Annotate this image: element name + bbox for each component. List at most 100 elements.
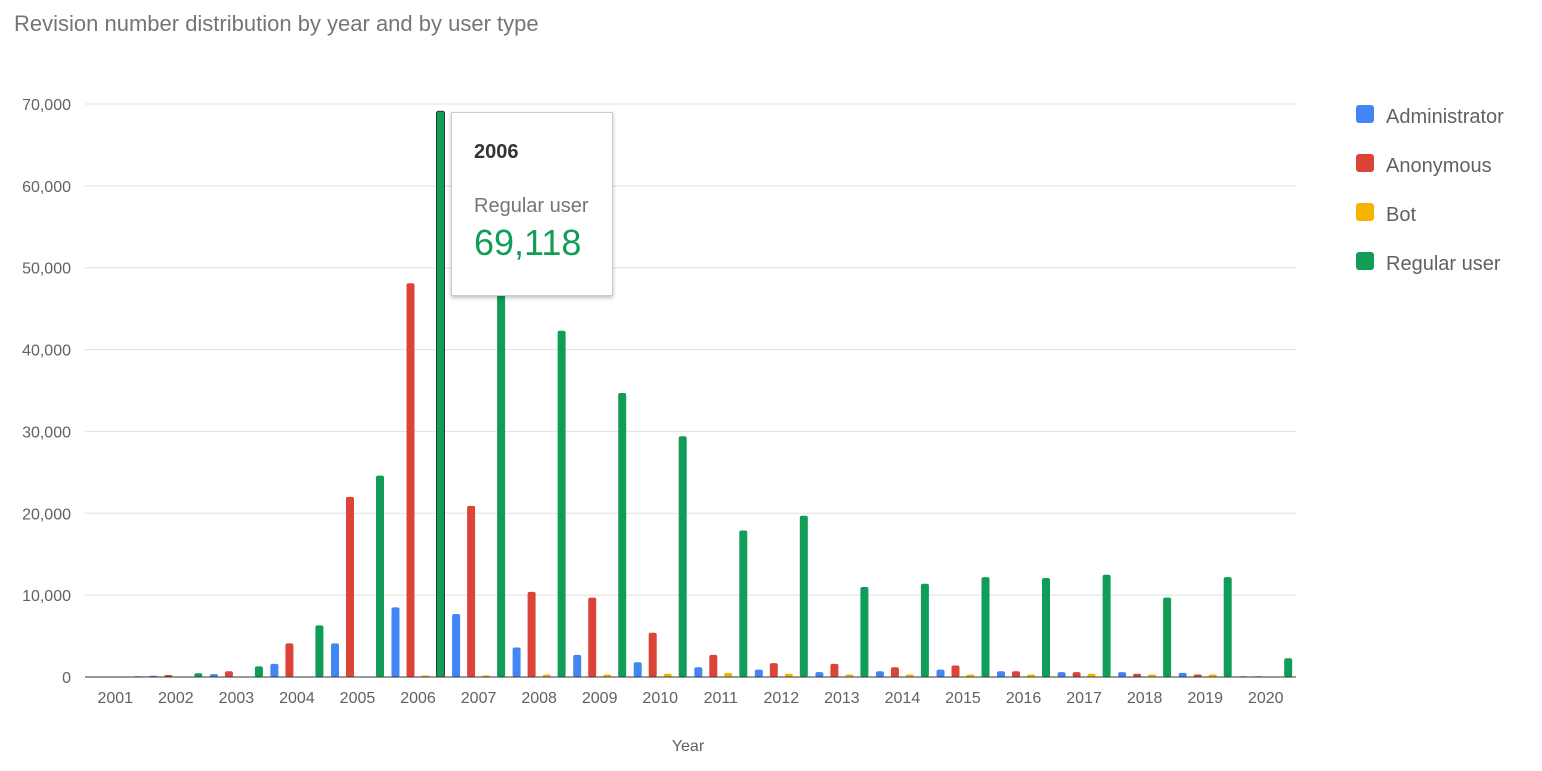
bar-regular-user-2013[interactable] (860, 587, 869, 677)
bars (88, 110, 1293, 678)
bar-anonymous-2006[interactable] (406, 283, 415, 677)
bar-anonymous-2016[interactable] (1012, 671, 1020, 677)
bar-anonymous-2013[interactable] (830, 663, 839, 677)
bar-regular-user-2005[interactable] (376, 475, 384, 677)
bar-regular-user-2020[interactable] (1284, 658, 1293, 677)
y-tick-label: 60,000 (22, 179, 71, 196)
bar-administrator-2011[interactable] (694, 667, 703, 677)
bar-administrator-2009[interactable] (573, 654, 582, 677)
x-tick-label: 2014 (885, 690, 921, 707)
x-tick-label: 2012 (764, 690, 800, 707)
y-tick-label: 40,000 (22, 343, 71, 360)
x-tick-label: 2011 (704, 690, 739, 707)
bar-anonymous-2017[interactable] (1072, 672, 1081, 677)
bar-bot-2013[interactable] (845, 674, 854, 678)
bar-bot-2017[interactable] (1087, 673, 1096, 677)
bar-regular-user-2007[interactable] (497, 292, 506, 677)
bar-bot-2015[interactable] (966, 674, 975, 678)
bar-anonymous-2012[interactable] (769, 663, 778, 677)
bar-administrator-2012[interactable] (754, 669, 763, 677)
legend-label: Bot (1386, 204, 1416, 226)
bar-administrator-2005[interactable] (331, 643, 339, 677)
bar-bot-2016[interactable] (1027, 674, 1035, 678)
bar-regular-user-2009[interactable] (618, 393, 627, 677)
bar-bot-2019[interactable] (1208, 674, 1217, 678)
x-tick-label: 2007 (461, 690, 497, 707)
bar-administrator-2010[interactable] (633, 662, 642, 677)
bar-bot-2010[interactable] (663, 673, 672, 677)
legend-item-regular-user[interactable]: Regular user (1356, 252, 1501, 275)
bar-bot-2012[interactable] (784, 673, 793, 677)
bar-bot-2018[interactable] (1148, 674, 1157, 678)
chart-title: Revision number distribution by year and… (14, 11, 539, 36)
bar-bot-2014[interactable] (905, 674, 914, 678)
x-tick-label: 2002 (158, 690, 194, 707)
tooltip: 2006 Regular user 69,118 (451, 112, 613, 296)
bar-anonymous-2019[interactable] (1193, 674, 1202, 678)
x-tick-label: 2003 (219, 690, 255, 707)
bar-administrator-2014[interactable] (875, 671, 884, 677)
bar-administrator-2004[interactable] (270, 663, 279, 677)
legend-swatch (1356, 203, 1374, 221)
y-tick-label: 20,000 (22, 506, 71, 523)
bar-administrator-2003[interactable] (209, 674, 218, 677)
bar-regular-user-2003[interactable] (254, 666, 263, 677)
x-tick-label: 2001 (97, 690, 133, 707)
bar-regular-user-2006[interactable] (436, 110, 445, 678)
bar-anonymous-2014[interactable] (890, 667, 899, 677)
legend-swatch (1356, 154, 1374, 172)
bar-regular-user-2008[interactable] (557, 330, 566, 677)
x-tick-label: 2018 (1127, 690, 1163, 707)
bar-bot-2009[interactable] (603, 674, 612, 678)
bar-anonymous-2018[interactable] (1133, 673, 1142, 677)
bar-regular-user-2014[interactable] (920, 583, 929, 677)
bar-regular-user-2011[interactable] (739, 530, 748, 678)
bar-regular-user-2015[interactable] (981, 577, 990, 677)
tooltip-series-name: Regular user (474, 195, 589, 217)
bar-bot-2008[interactable] (542, 674, 551, 678)
bar-anonymous-2007[interactable] (467, 505, 476, 677)
bar-regular-user-2012[interactable] (799, 515, 808, 677)
bar-anonymous-2004[interactable] (285, 643, 294, 677)
legend-item-administrator[interactable]: Administrator (1356, 105, 1504, 128)
bar-administrator-2015[interactable] (936, 669, 945, 677)
y-tick-label: 70,000 (22, 97, 71, 114)
bar-regular-user-2018[interactable] (1163, 597, 1172, 677)
bar-administrator-2007[interactable] (452, 614, 461, 677)
bar-anonymous-2011[interactable] (709, 654, 718, 677)
x-tick-label: 2008 (521, 690, 557, 707)
tooltip-value: 69,118 (474, 222, 582, 263)
x-axis-ticks: 2001 2002 2003 2004 2005 2006 2007 2008 2009 2010… (97, 690, 1283, 707)
bar-regular-user-2019[interactable] (1223, 577, 1232, 677)
gridlines (85, 103, 1296, 596)
bar-anonymous-2005[interactable] (346, 496, 354, 677)
bar-regular-user-2002[interactable] (194, 673, 203, 677)
bar-administrator-2006[interactable] (391, 607, 400, 677)
bar-regular-user-2004[interactable] (315, 625, 324, 677)
bar-regular-user-2016[interactable] (1042, 578, 1050, 677)
bar-anonymous-2009[interactable] (588, 597, 597, 677)
bar-regular-user-2010[interactable] (678, 436, 687, 677)
bar-administrator-2013[interactable] (815, 672, 824, 677)
bar-administrator-2019[interactable] (1178, 672, 1187, 677)
bar-administrator-2016[interactable] (997, 671, 1005, 677)
bar-administrator-2017[interactable] (1057, 672, 1066, 677)
tooltip-category: 2006 (474, 141, 519, 163)
bar-anonymous-2010[interactable] (648, 632, 657, 677)
bar-administrator-2018[interactable] (1118, 672, 1127, 677)
x-tick-label: 2019 (1187, 690, 1223, 707)
legend-item-anonymous[interactable]: Anonymous (1356, 154, 1492, 177)
y-tick-label: 50,000 (22, 261, 71, 278)
legend-item-bot[interactable]: Bot (1356, 203, 1416, 226)
legend-swatch (1356, 252, 1374, 270)
bar-anonymous-2008[interactable] (527, 591, 536, 677)
bar-administrator-2008[interactable] (512, 647, 521, 678)
bar-regular-user-2017[interactable] (1102, 574, 1111, 677)
x-axis-title: Year (672, 738, 705, 755)
bar-anonymous-2015[interactable] (951, 665, 960, 678)
legend-swatch (1356, 105, 1374, 123)
bar-bot-2011[interactable] (724, 672, 733, 677)
bar-anonymous-2003[interactable] (224, 671, 233, 677)
